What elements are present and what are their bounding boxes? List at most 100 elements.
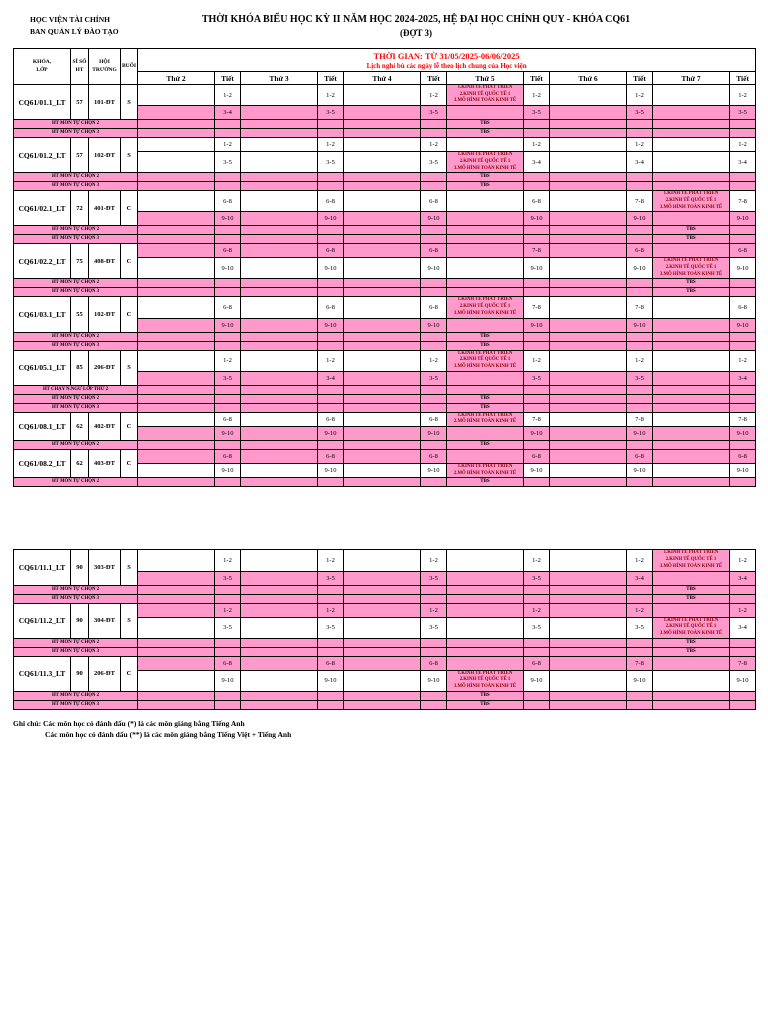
extra-tiet-cell (214, 393, 241, 404)
day-cell (137, 190, 215, 213)
tiet-cell: 6-8 (728, 296, 757, 319)
tiet-cell: 6-8 (420, 190, 447, 213)
tiet-cell: 6-8 (420, 655, 447, 671)
tiet-cell: 3-5 (214, 151, 241, 174)
extra-tiet-cell (317, 225, 344, 236)
class-session: C (120, 411, 138, 442)
day-cell (343, 296, 421, 319)
tiet-cell: 3-5 (523, 616, 550, 639)
day-cell (240, 602, 318, 618)
col-header-si-so: SĨ SỐ HT (70, 48, 89, 85)
extra-day-cell (652, 172, 730, 183)
extra-tiet-cell (729, 646, 756, 657)
day-cell (137, 349, 215, 372)
extra-tiet-cell (626, 172, 653, 183)
class-room: 303-ĐT (88, 549, 121, 586)
extra-day-cell (343, 225, 421, 236)
day-cell (240, 83, 318, 107)
day-cell (343, 211, 421, 227)
tiet-cell: 3-4 (729, 616, 756, 639)
extra-day-cell (240, 440, 318, 451)
day-cell (343, 317, 421, 333)
section-2-body: CQ61/11.1_LT 90 303-ĐT S 1-2 1-2 1-2 1-2 1-2 1.KI… (13, 549, 756, 710)
tiet-cell: 3-5 (214, 570, 241, 586)
class-session: C (120, 655, 138, 692)
day-cell (137, 463, 215, 479)
day-cell (549, 370, 627, 386)
tiet-cell: 7-8 (728, 411, 757, 428)
day-cell (446, 655, 524, 671)
tbs-cell: TBS (446, 690, 524, 701)
extra-row-label: HT MÔN TỰ CHỌN 2 (13, 440, 138, 451)
extra-row: HT MÔN TỰ CHỌN 3 TBS (13, 646, 756, 657)
day-cell (549, 426, 627, 442)
class-size: 57 (70, 137, 89, 174)
extra-tiet-cell (626, 225, 653, 236)
class-row: CQ61/02.2_LT 75 408-ĐT C 6-8 6-8 6-8 7-8 6-8 6-8 (13, 243, 757, 280)
day-cell (549, 349, 627, 372)
day-cell (549, 190, 627, 213)
tiet-cell: 3-5 (626, 105, 653, 121)
extra-tiet-cell (523, 128, 550, 139)
tiet-cell: 3-5 (626, 616, 653, 639)
tiet-cell: 3-5 (523, 105, 550, 121)
tiet-cell: 1-2 (728, 83, 757, 107)
day-cell (652, 83, 730, 107)
day-cell (549, 137, 627, 153)
class-session: S (120, 349, 138, 386)
extra-row: HT MÔN TỰ CHỌN 2 TBS (13, 172, 757, 183)
extra-day-cell (343, 646, 421, 657)
day-cell (240, 211, 318, 227)
extra-tiet-cell (728, 172, 757, 183)
extra-day-cell (343, 287, 421, 298)
tiet-cell: 3-5 (728, 105, 757, 121)
day-cell (240, 190, 318, 213)
tiet-cell: 1-2 (317, 349, 344, 372)
extra-tiet-cell (214, 477, 241, 488)
class-row: CQ61/05.1_LT 85 206-ĐT S 1-2 1-2 1-2 1.KINH TẾ … (13, 349, 757, 386)
tiet-cell: 9-10 (317, 463, 344, 479)
tiet-cell: 6-8 (214, 449, 241, 465)
extra-day-cell (343, 119, 421, 130)
extra-tiet-cell (626, 181, 653, 192)
tiet-cell: 9-10 (214, 426, 241, 442)
day-cell (549, 211, 627, 227)
extra-tiet-cell (626, 384, 653, 395)
class-row: 3-5 3-5 3-5 3-5 3-5 1.KINH TẾ PHÁT TRIỂN 2.KIN… (14, 616, 756, 639)
extra-row: HT MÔN TỰ CHỌN 3 TBS (13, 128, 757, 139)
day-cell (652, 655, 730, 671)
subject-cell: 1.KINH TẾ PHÁT TRIỂN 2.MÔ HÌNH TOÁN KINH … (446, 411, 524, 428)
tiet-cell: 1-2 (523, 602, 550, 618)
extra-day-cell (549, 393, 627, 404)
tiet-cell: 6-8 (420, 243, 447, 259)
tiet-cell: 6-8 (317, 243, 344, 259)
day-cell (240, 411, 318, 428)
tiet-cell: 7-8 (626, 411, 653, 428)
class-room: 206-ĐT (88, 655, 121, 692)
tiet-cell: 9-10 (214, 317, 241, 333)
day-header-thu-6: Thứ 6 (549, 71, 627, 85)
day-cell (137, 655, 215, 671)
extra-tiet-cell (626, 477, 653, 488)
time-range-line: THỜI GIAN: TỪ 31/05/2025-06/06/2025 (373, 50, 520, 61)
tiet-cell: 3-4 (729, 570, 756, 586)
extra-tiet-cell (214, 384, 241, 395)
extra-tiet-cell (626, 440, 653, 451)
day-cell (240, 296, 318, 319)
tbs-cell: TBS (652, 234, 730, 245)
extra-day-cell (343, 278, 421, 289)
extra-day-cell (652, 393, 730, 404)
tbs-cell: TBS (652, 593, 730, 604)
extra-row-label: HT MÔN TỰ CHỌN 2 (13, 331, 138, 342)
extra-tiet-cell (728, 331, 757, 342)
class-name: CQ61/02.2_LT (13, 243, 71, 280)
extra-tiet-cell (420, 384, 447, 395)
extra-day-cell (137, 402, 215, 413)
class-room: 102-ĐT (88, 296, 121, 333)
day-cell (549, 570, 627, 586)
tiet-cell: 1-2 (626, 83, 653, 107)
extra-tiet-cell (626, 340, 653, 351)
day-cell (240, 257, 318, 280)
extra-tiet-cell (317, 128, 344, 139)
